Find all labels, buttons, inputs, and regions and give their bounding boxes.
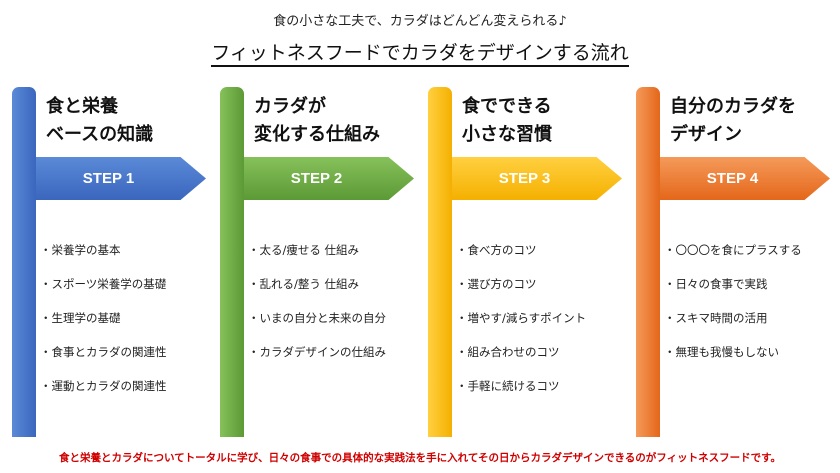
heading-line: 自分のカラダを <box>670 96 796 117</box>
heading-line: 食と栄養 <box>46 96 118 117</box>
step-bar <box>220 87 244 437</box>
list-item: ・食べ方のコツ <box>456 243 537 257</box>
step-1: 食と栄養ベースの知識 STEP 1 ・栄養学の基本・スポーツ栄養学の基礎 ・生理学の… <box>12 87 220 439</box>
list-item: ・手軽に続けるコツ <box>456 379 560 393</box>
list-item: ・生理学の基礎 <box>40 311 121 325</box>
step-arrow: STEP 1 <box>36 157 206 200</box>
step-bar <box>12 87 36 437</box>
list-item: ・増やす/減らすポイント <box>456 311 587 325</box>
step-items: ・食べ方のコツ ・選び方のコツ・増やす/減らすポイント ・組み合わせのコツ ・手軽に続… <box>456 233 586 403</box>
step-3: 食でできる小さな習慣 STEP 3 ・食べ方のコツ ・選び方のコツ・増やす/減らすポ… <box>428 87 636 439</box>
step-label: STEP 4 <box>706 170 759 187</box>
step-heading: 食と栄養ベースの知識 <box>46 93 153 149</box>
step-bar <box>428 87 452 437</box>
list-item: ・太る/痩せる 仕組み <box>248 243 360 257</box>
heading-line: カラダが <box>254 96 326 117</box>
step-arrow: STEP 2 <box>244 157 414 200</box>
list-item: ・カラダデザインの仕組み <box>248 345 386 359</box>
list-item: ・栄養学の基本 <box>40 243 121 257</box>
page-title: フィットネスフードでカラダをデザインする流れ <box>211 42 629 67</box>
step-label: STEP 2 <box>290 170 343 187</box>
list-item: ・日々の食事で実践 <box>664 277 768 291</box>
list-item: ・運動とカラダの関連性 <box>40 379 167 393</box>
heading-line: 小さな習慣 <box>462 124 552 145</box>
list-item: ・スキマ時間の活用 <box>664 311 768 325</box>
step-arrow: STEP 3 <box>452 157 622 200</box>
list-item: ・無理も我慢もしない <box>664 345 779 359</box>
step-heading: 食でできる小さな習慣 <box>462 93 552 149</box>
heading-line: ベースの知識 <box>46 124 154 145</box>
subtitle: 食の小さな工夫で、カラダはどんどん変えられる♪ <box>273 14 567 29</box>
step-bar <box>636 87 660 437</box>
list-item: ・食事とカラダの関連性 <box>40 345 167 359</box>
step-2: カラダが変化する仕組み STEP 2 ・太る/痩せる 仕組み ・乱れる/整う 仕組み… <box>220 87 428 439</box>
step-label: STEP 1 <box>82 170 135 187</box>
list-item: ・組み合わせのコツ <box>456 345 560 359</box>
list-item: ・〇〇〇を食にプラスする <box>664 243 802 257</box>
footer-note: 食と栄養とカラダについてトータルに学び、日々の食事での具体的な実践法を手に入れて… <box>58 452 782 464</box>
list-item: ・スポーツ栄養学の基礎 <box>40 277 167 291</box>
heading-line: デザイン <box>670 124 742 145</box>
heading-line: 食でできる <box>462 96 552 117</box>
step-4: 自分のカラダを デザイン STEP 4 ・〇〇〇を食にプラスする ・日々の食事で実践・… <box>636 87 840 439</box>
list-item: ・いまの自分と未来の自分 <box>248 311 386 325</box>
list-item: ・選び方のコツ <box>456 277 537 291</box>
step-items: ・太る/痩せる 仕組み ・乱れる/整う 仕組み・いまの自分と未来の自分 ・カラダデザ… <box>248 233 386 369</box>
step-items: ・〇〇〇を食にプラスする ・日々の食事で実践 ・スキマ時間の活用 ・無理も我慢もしない <box>664 233 802 369</box>
step-arrow: STEP 4 <box>660 157 830 200</box>
step-label: STEP 3 <box>498 170 551 187</box>
heading-line: 変化する仕組み <box>254 124 380 145</box>
page-title-wrap: フィットネスフードでカラダをデザインする流れ <box>0 38 840 67</box>
step-items: ・栄養学の基本・スポーツ栄養学の基礎 ・生理学の基礎・食事とカラダの関連性 ・運動と… <box>40 233 167 403</box>
step-heading: 自分のカラダを デザイン <box>670 93 796 149</box>
step-heading: カラダが変化する仕組み <box>254 93 380 149</box>
list-item: ・乱れる/整う 仕組み <box>248 277 360 291</box>
